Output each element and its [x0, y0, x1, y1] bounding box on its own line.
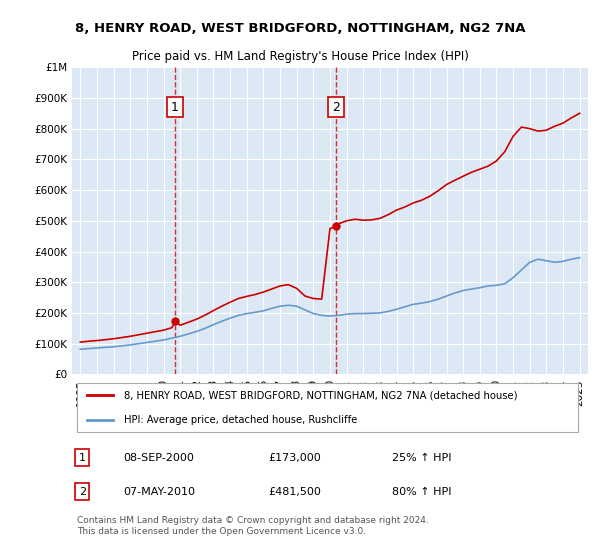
Text: 8, HENRY ROAD, WEST BRIDGFORD, NOTTINGHAM, NG2 7NA: 8, HENRY ROAD, WEST BRIDGFORD, NOTTINGHA…: [75, 22, 525, 35]
Text: £173,000: £173,000: [268, 452, 321, 463]
FancyBboxPatch shape: [77, 383, 578, 432]
Text: Contains HM Land Registry data © Crown copyright and database right 2024.
This d: Contains HM Land Registry data © Crown c…: [77, 516, 429, 536]
Text: 8, HENRY ROAD, WEST BRIDGFORD, NOTTINGHAM, NG2 7NA (detached house): 8, HENRY ROAD, WEST BRIDGFORD, NOTTINGHA…: [124, 390, 517, 400]
Text: 1: 1: [79, 452, 86, 463]
Text: 2: 2: [332, 101, 340, 114]
Text: HPI: Average price, detached house, Rushcliffe: HPI: Average price, detached house, Rush…: [124, 414, 357, 424]
Text: Price paid vs. HM Land Registry's House Price Index (HPI): Price paid vs. HM Land Registry's House …: [131, 50, 469, 63]
Text: 2: 2: [79, 487, 86, 497]
Text: £481,500: £481,500: [268, 487, 321, 497]
Text: 1: 1: [171, 101, 179, 114]
Text: 07-MAY-2010: 07-MAY-2010: [124, 487, 196, 497]
Text: 25% ↑ HPI: 25% ↑ HPI: [392, 452, 451, 463]
Text: 80% ↑ HPI: 80% ↑ HPI: [392, 487, 451, 497]
Text: 08-SEP-2000: 08-SEP-2000: [124, 452, 194, 463]
